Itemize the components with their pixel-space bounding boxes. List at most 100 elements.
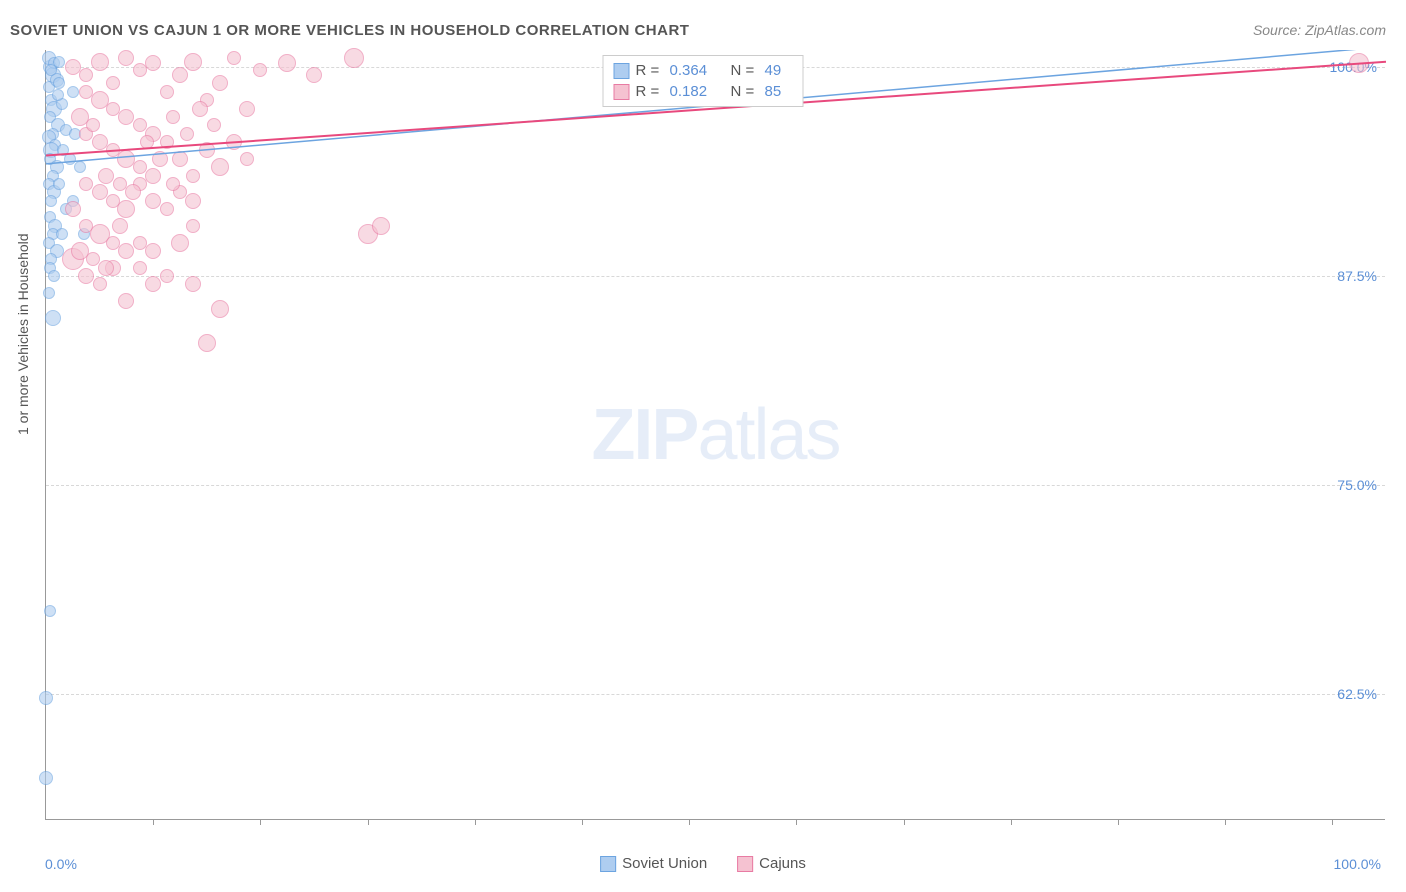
data-point: [118, 293, 134, 309]
data-point: [145, 243, 161, 259]
data-point: [198, 334, 216, 352]
swatch-icon: [600, 856, 616, 872]
correlation-legend: R = 0.364 N = 49 R = 0.182 N = 85: [603, 55, 804, 107]
data-point: [145, 276, 161, 292]
data-point: [56, 228, 68, 240]
x-axis-min-label: 0.0%: [45, 856, 77, 872]
data-point: [98, 260, 114, 276]
n-label: N =: [731, 83, 759, 100]
chart-plot-area: ZIPatlas 62.5%75.0%87.5%100.0%: [45, 50, 1385, 820]
data-point: [44, 605, 56, 617]
data-point: [1349, 53, 1369, 73]
data-point: [65, 201, 81, 217]
data-point: [106, 76, 120, 90]
data-point: [171, 234, 189, 252]
data-point: [117, 200, 135, 218]
x-tick: [153, 819, 154, 825]
x-tick: [260, 819, 261, 825]
data-point: [212, 75, 228, 91]
legend-item-1: Soviet Union: [600, 855, 707, 872]
data-point: [145, 168, 161, 184]
data-point: [92, 184, 108, 200]
data-point: [186, 219, 200, 233]
data-point: [98, 168, 114, 184]
data-point: [39, 771, 53, 785]
data-point: [125, 184, 141, 200]
data-point: [278, 54, 296, 72]
x-tick: [904, 819, 905, 825]
data-point: [118, 109, 134, 125]
data-point: [227, 51, 241, 65]
data-point: [145, 55, 161, 71]
legend-row-series-1: R = 0.364 N = 49: [614, 60, 793, 81]
x-axis-max-label: 100.0%: [1334, 856, 1381, 872]
data-point: [118, 243, 134, 259]
data-point: [166, 177, 180, 191]
n-value-2: 85: [765, 83, 793, 100]
data-point: [192, 101, 208, 117]
data-point: [45, 64, 57, 76]
data-point: [74, 161, 86, 173]
swatch-icon: [737, 856, 753, 872]
data-point: [211, 158, 229, 176]
swatch-series-1: [614, 63, 630, 79]
data-point: [91, 53, 109, 71]
data-point: [145, 193, 161, 209]
y-axis-title: 1 or more Vehicles in Household: [15, 233, 31, 435]
data-point: [239, 101, 255, 117]
legend-label-1: Soviet Union: [622, 855, 707, 872]
data-point: [172, 67, 188, 83]
data-point: [160, 269, 174, 283]
data-point: [67, 86, 79, 98]
data-point: [65, 59, 81, 75]
x-tick: [475, 819, 476, 825]
data-point: [344, 48, 364, 68]
chart-title: SOVIET UNION VS CAJUN 1 OR MORE VEHICLES…: [10, 22, 689, 39]
legend-item-2: Cajuns: [737, 855, 806, 872]
x-tick: [796, 819, 797, 825]
data-point: [372, 217, 390, 235]
r-value-1: 0.364: [670, 62, 725, 79]
data-point: [112, 218, 128, 234]
x-tick: [689, 819, 690, 825]
data-point: [39, 691, 53, 705]
data-point: [172, 151, 188, 167]
data-point: [185, 276, 201, 292]
data-point: [133, 261, 147, 275]
data-point: [199, 142, 215, 158]
data-point: [92, 134, 108, 150]
data-point: [166, 110, 180, 124]
swatch-series-2: [614, 84, 630, 100]
legend-row-series-2: R = 0.182 N = 85: [614, 81, 793, 102]
r-label: R =: [636, 62, 664, 79]
data-point: [79, 68, 93, 82]
data-point: [53, 77, 65, 89]
data-point: [253, 63, 267, 77]
r-label: R =: [636, 83, 664, 100]
data-point: [48, 270, 60, 282]
data-point: [152, 151, 168, 167]
data-point: [140, 135, 154, 149]
legend-label-2: Cajuns: [759, 855, 806, 872]
data-point: [211, 300, 229, 318]
data-point: [306, 67, 322, 83]
data-point: [78, 268, 94, 284]
source-label: Source: ZipAtlas.com: [1253, 22, 1386, 38]
x-tick: [1118, 819, 1119, 825]
data-point: [240, 152, 254, 166]
data-point: [160, 202, 174, 216]
data-point: [184, 53, 202, 71]
x-tick: [1332, 819, 1333, 825]
data-point: [207, 118, 221, 132]
x-tick: [582, 819, 583, 825]
data-point: [43, 287, 55, 299]
series-legend: Soviet Union Cajuns: [600, 855, 806, 872]
data-point: [45, 195, 57, 207]
data-point: [186, 169, 200, 183]
data-point: [180, 127, 194, 141]
data-point: [185, 193, 201, 209]
n-label: N =: [731, 62, 759, 79]
data-point: [45, 310, 61, 326]
data-point: [160, 85, 174, 99]
data-point: [53, 178, 65, 190]
